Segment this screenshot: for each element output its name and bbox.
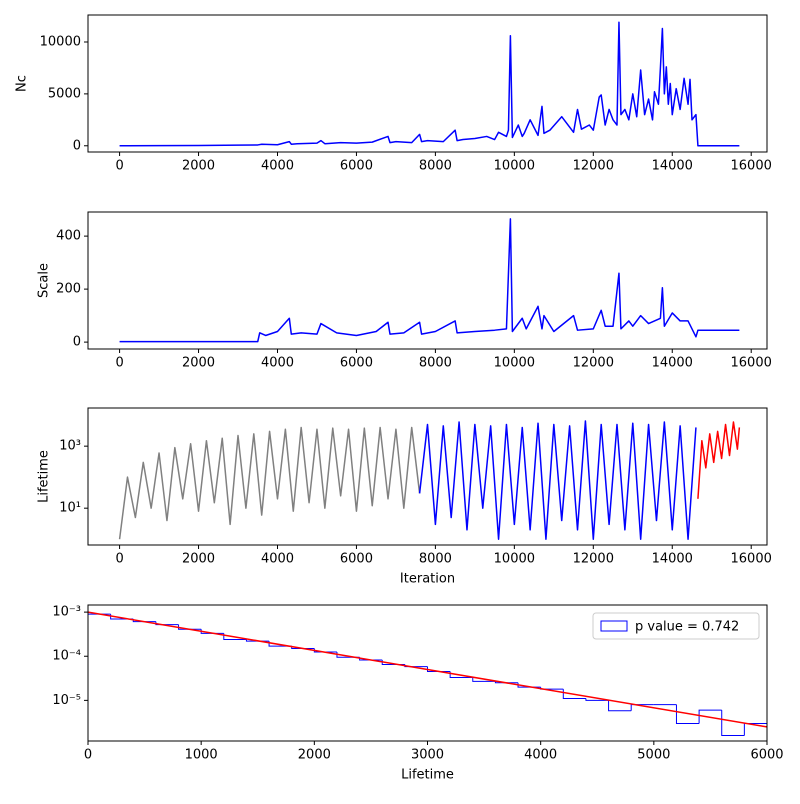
x-tick-label: 10000 bbox=[494, 356, 535, 371]
histogram-step bbox=[178, 624, 202, 630]
x-tick-label: 5000 bbox=[637, 748, 670, 763]
x-tick-label: 6000 bbox=[340, 159, 373, 174]
x-tick-label: 14000 bbox=[652, 159, 693, 174]
plot-area bbox=[88, 611, 767, 736]
y-tick-label: 10⁻⁵ bbox=[52, 693, 81, 708]
x-tick-label: 6000 bbox=[340, 552, 373, 567]
plot-area bbox=[118, 420, 741, 540]
x-tick-label: 0 bbox=[115, 159, 123, 174]
x-tick-label: 0 bbox=[115, 356, 123, 371]
x-tick-label: 4000 bbox=[261, 159, 294, 174]
line-series bbox=[697, 421, 741, 499]
y-tick-label: 200 bbox=[56, 282, 81, 297]
y-tick-label: 0 bbox=[73, 335, 81, 350]
x-tick-label: 12000 bbox=[573, 552, 614, 567]
x-tick-label: 16000 bbox=[731, 159, 772, 174]
x-tick-label: 1000 bbox=[185, 748, 218, 763]
x-tick-label: 2000 bbox=[182, 159, 215, 174]
histogram-step bbox=[698, 709, 722, 724]
y-tick-label: 5000 bbox=[48, 86, 81, 101]
histogram-step bbox=[585, 698, 609, 701]
line-series bbox=[119, 218, 740, 343]
y-tick-label: 10000 bbox=[40, 34, 81, 49]
axes-frame bbox=[87, 211, 768, 350]
legend-box bbox=[592, 612, 760, 640]
line-series bbox=[88, 611, 767, 728]
x-tick-label: 8000 bbox=[419, 552, 452, 567]
x-tick-label: 12000 bbox=[573, 159, 614, 174]
x-tick-label: 4000 bbox=[261, 356, 294, 371]
axes-frame bbox=[87, 407, 768, 546]
x-tick-label: 6000 bbox=[340, 356, 373, 371]
y-axis-label: Lifetime bbox=[37, 450, 52, 503]
x-tick-label: 2000 bbox=[298, 748, 331, 763]
histogram-step bbox=[608, 700, 632, 712]
histogram-step bbox=[155, 621, 179, 626]
y-tick-label: 0 bbox=[73, 138, 81, 153]
histogram-step bbox=[472, 677, 496, 682]
x-tick-label: 0 bbox=[84, 748, 92, 763]
x-tick-label: 14000 bbox=[652, 552, 693, 567]
legend-label: p value = 0.742 bbox=[635, 620, 739, 635]
line-series bbox=[118, 426, 421, 540]
axes-frame bbox=[87, 14, 768, 153]
y-axis-label: Nc bbox=[15, 75, 30, 92]
x-tick-label: 4000 bbox=[524, 748, 557, 763]
line-series bbox=[119, 21, 740, 147]
x-tick-label: 16000 bbox=[731, 552, 772, 567]
x-axis-label: Lifetime bbox=[401, 768, 454, 783]
legend-swatch bbox=[600, 620, 628, 632]
x-tick-label: 12000 bbox=[573, 356, 614, 371]
y-tick-label: 10⁻⁴ bbox=[52, 649, 81, 664]
y-tick-label: 10¹ bbox=[59, 501, 81, 516]
x-tick-label: 2000 bbox=[182, 552, 215, 567]
x-tick-label: 14000 bbox=[652, 356, 693, 371]
x-tick-label: 3000 bbox=[411, 748, 444, 763]
plot-area bbox=[119, 218, 740, 343]
x-tick-label: 8000 bbox=[419, 356, 452, 371]
x-axis-label: Iteration bbox=[400, 572, 455, 587]
x-tick-label: 4000 bbox=[261, 552, 294, 567]
x-tick-label: 0 bbox=[115, 552, 123, 567]
x-tick-label: 16000 bbox=[731, 356, 772, 371]
y-tick-label: 10⁻³ bbox=[52, 605, 81, 620]
x-tick-label: 8000 bbox=[419, 159, 452, 174]
x-tick-label: 10000 bbox=[494, 552, 535, 567]
axes-frame bbox=[87, 604, 768, 742]
x-tick-label: 6000 bbox=[750, 748, 783, 763]
plot-area bbox=[119, 21, 740, 147]
x-tick-label: 10000 bbox=[494, 159, 535, 174]
y-tick-label: 400 bbox=[56, 229, 81, 244]
line-series bbox=[418, 420, 697, 540]
y-axis-label: Scale bbox=[37, 263, 52, 298]
y-tick-label: 10³ bbox=[59, 439, 81, 454]
x-tick-label: 2000 bbox=[182, 356, 215, 371]
